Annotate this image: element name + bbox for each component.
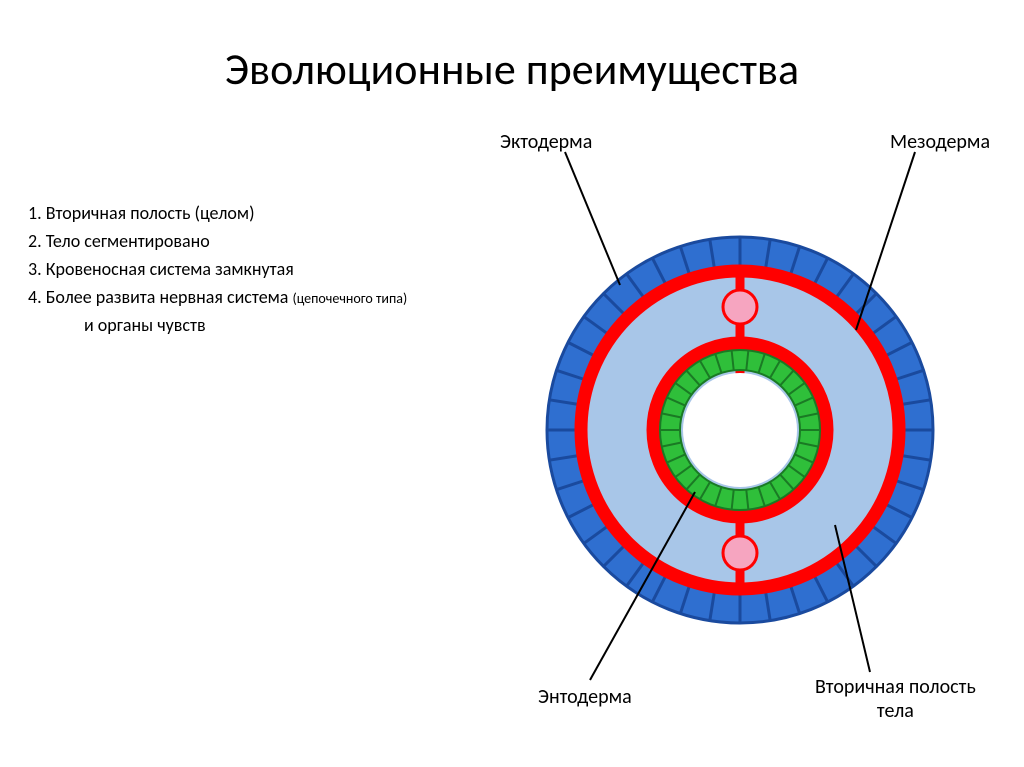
list-item: Вторичная полость (целом) — [0, 200, 407, 228]
page-title: Эволюционные преимущества — [0, 0, 1024, 96]
list-item: Тело сегментировано — [0, 228, 407, 256]
label-endoderm: Энтодерма — [538, 685, 632, 709]
list-item: Более развита нервная система (цепочечно… — [0, 284, 407, 312]
advantages-list: Вторичная полость (целом) Тело сегментир… — [0, 200, 407, 339]
label-mesoderm: Мезодерма — [890, 130, 990, 154]
list-item-sub: и органы чувств — [0, 312, 407, 340]
label-secondary-cavity: Вторичная полостьтела — [815, 675, 976, 723]
list-item: Кровеносная система замкнутая — [0, 256, 407, 284]
diagram: Эктодерма Мезодерма Энтодерма Вторичная … — [470, 130, 1010, 730]
label-ectoderm: Эктодерма — [500, 130, 592, 154]
